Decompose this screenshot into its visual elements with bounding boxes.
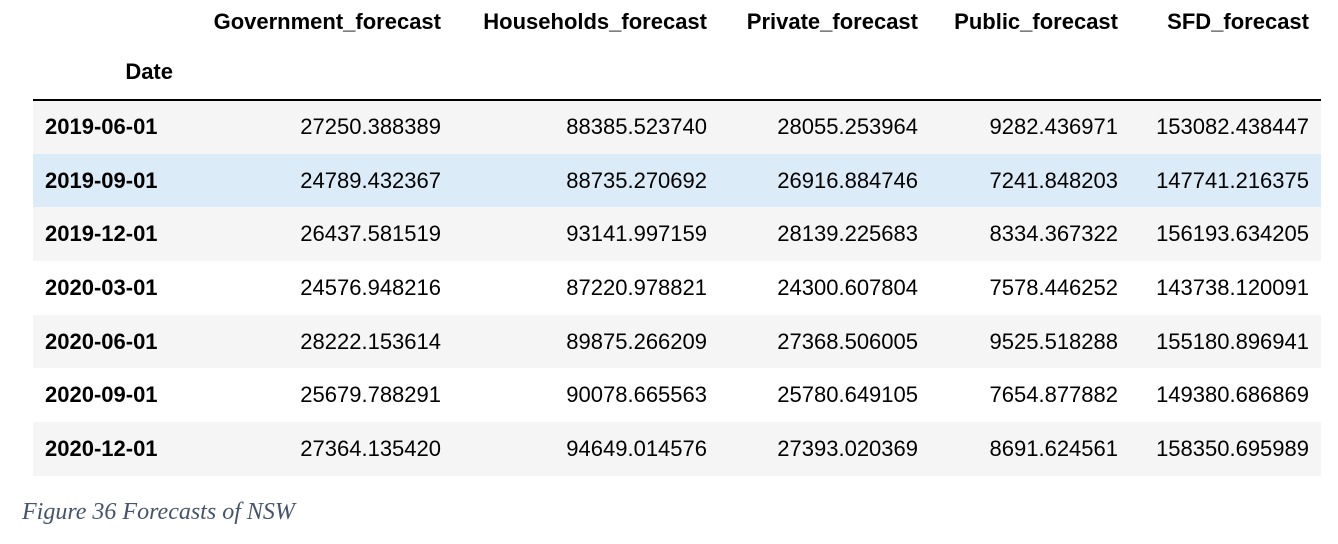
cell: 28139.225683 [777, 221, 918, 247]
row-date: 2019-09-01 [45, 167, 158, 193]
row-date: 2020-12-01 [45, 435, 158, 461]
cell: 93141.997159 [566, 221, 707, 247]
cell: 27368.506005 [777, 328, 918, 354]
cell: 7241.848203 [989, 167, 1118, 193]
table-row: 2020-03-01 24576.948216 87220.978821 243… [33, 261, 1321, 315]
cell: 7654.877882 [989, 382, 1118, 408]
cell: 26437.581519 [300, 221, 441, 247]
cell: 88385.523740 [566, 114, 707, 140]
cell: 24576.948216 [300, 274, 441, 300]
table-body: 2019-06-01 27250.388389 88385.523740 280… [33, 100, 1321, 476]
cell: 27393.020369 [777, 435, 918, 461]
cell: 158350.695989 [1156, 435, 1309, 461]
cell: 28055.253964 [777, 114, 918, 140]
cell: 8691.624561 [989, 435, 1118, 461]
column-header-row: Government_forecast Households_forecast … [33, 0, 1321, 44]
row-date: 2020-03-01 [45, 274, 158, 300]
index-header-row: Date [33, 44, 1321, 101]
table-row-highlighted: 2019-09-01 24789.432367 88735.270692 269… [33, 153, 1321, 208]
row-date: 2020-06-01 [45, 328, 158, 354]
cell: 27250.388389 [300, 114, 441, 140]
cell: 24300.607804 [777, 274, 918, 300]
cell: 7578.446252 [989, 274, 1118, 300]
column-header: SFD_forecast [1167, 9, 1309, 34]
table-row: 2019-06-01 27250.388389 88385.523740 280… [33, 100, 1321, 154]
row-date: 2019-06-01 [45, 114, 158, 140]
cell: 153082.438447 [1156, 114, 1309, 140]
cell: 89875.266209 [566, 328, 707, 354]
cell: 9525.518288 [989, 328, 1118, 354]
cell: 88735.270692 [566, 167, 707, 193]
table-row: 2020-06-01 28222.153614 89875.266209 273… [33, 314, 1321, 369]
forecast-table: Government_forecast Households_forecast … [33, 0, 1321, 476]
table-row: 2020-09-01 25679.788291 90078.665563 257… [33, 368, 1321, 423]
cell: 24789.432367 [300, 167, 441, 193]
cell: 90078.665563 [566, 382, 707, 408]
index-label: Date [33, 44, 185, 101]
column-header: Households_forecast [483, 9, 707, 34]
cell: 94649.014576 [566, 435, 707, 461]
row-date: 2020-09-01 [45, 382, 158, 408]
dataframe-table-container: Government_forecast Households_forecast … [33, 0, 1321, 476]
cell: 156193.634205 [1156, 221, 1309, 247]
cell: 155180.896941 [1156, 328, 1309, 354]
cell: 28222.153614 [300, 328, 441, 354]
cell: 9282.436971 [989, 114, 1118, 140]
cell: 27364.135420 [300, 435, 441, 461]
table-row: 2020-12-01 27364.135420 94649.014576 273… [33, 422, 1321, 476]
figure-caption: Figure 36 Forecasts of NSW [22, 499, 295, 525]
cell: 25679.788291 [300, 382, 441, 408]
column-header: Government_forecast [213, 9, 441, 34]
column-header: Public_forecast [954, 9, 1118, 34]
cell: 25780.649105 [777, 382, 918, 408]
table-row: 2019-12-01 26437.581519 93141.997159 281… [33, 207, 1321, 262]
column-header: Private_forecast [746, 9, 918, 34]
row-date: 2019-12-01 [45, 221, 158, 247]
cell: 143738.120091 [1156, 274, 1309, 300]
cell: 149380.686869 [1156, 382, 1309, 408]
cell: 26916.884746 [777, 167, 918, 193]
header-blank [33, 0, 185, 44]
cell: 147741.216375 [1156, 167, 1309, 193]
cell: 8334.367322 [989, 221, 1118, 247]
cell: 87220.978821 [566, 274, 707, 300]
